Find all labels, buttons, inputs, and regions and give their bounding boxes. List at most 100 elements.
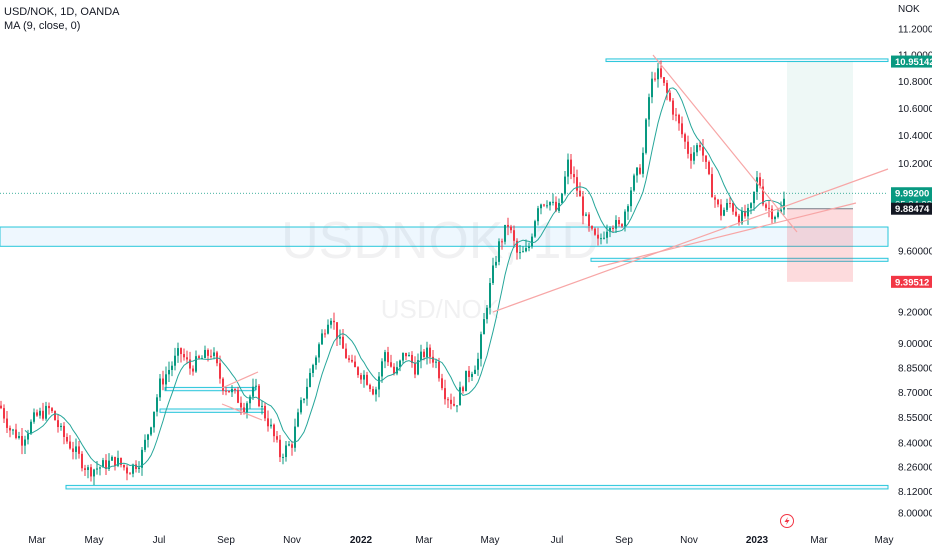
candle-body <box>423 351 425 357</box>
candle-body <box>774 216 776 220</box>
candle-body <box>528 246 530 249</box>
time-axis[interactable]: Mar May Jul Sep Nov 2022 Mar May Jul Sep Nov 2023 Ma… <box>28 535 893 546</box>
candle-body <box>333 320 335 323</box>
candle-body <box>291 444 293 448</box>
candle-body <box>69 441 71 449</box>
candle-body <box>252 386 254 397</box>
candle-body <box>741 210 743 224</box>
candle-body <box>84 468 86 471</box>
price-tick-label: 10.60000 <box>898 104 932 115</box>
price-zone <box>65 484 889 490</box>
candle-body <box>537 208 539 222</box>
candle-body <box>156 397 158 412</box>
candle-body <box>591 226 593 229</box>
watermark-sub: USD/NOK <box>381 294 500 324</box>
candle-body <box>276 436 278 440</box>
candle-body <box>246 403 248 413</box>
candle-body <box>105 460 107 469</box>
candle-body <box>561 193 563 204</box>
candle-body <box>672 100 674 115</box>
candle-body <box>429 347 431 357</box>
time-tick-label: Jul <box>153 535 166 546</box>
candle-body <box>384 352 386 362</box>
candle-body <box>531 236 533 247</box>
candle-body <box>567 159 569 177</box>
price-tick-label: 10.80000 <box>898 77 932 88</box>
candle-body <box>228 390 230 393</box>
time-tick-label: Nov <box>283 535 301 546</box>
candle-body <box>111 456 113 461</box>
candle-body <box>201 357 203 359</box>
candle-body <box>450 399 452 404</box>
candle-body <box>132 464 134 474</box>
candle-body <box>264 405 266 419</box>
candle-body <box>693 152 695 161</box>
candle-body <box>309 372 311 387</box>
candle-body <box>285 445 287 458</box>
lower-trendline <box>597 202 857 268</box>
candle-body <box>3 408 5 419</box>
candle-body <box>258 385 260 407</box>
candle-body <box>609 228 611 232</box>
candle-body <box>45 405 47 419</box>
candle-body <box>165 374 167 385</box>
candle-body <box>114 456 116 466</box>
price-tick-label: 8.40000 <box>898 438 932 449</box>
flag-lower-line <box>221 403 263 421</box>
candle-body <box>339 336 341 339</box>
time-tick-label: Mar <box>28 535 46 546</box>
time-tick-label: 2023 <box>746 535 769 546</box>
candle-body <box>57 420 59 428</box>
support-resistance-zones[interactable] <box>0 58 889 490</box>
indicator-line[interactable]: MA (9, close, 0) <box>4 20 81 32</box>
lightning-icon[interactable] <box>780 514 794 528</box>
candle-body <box>648 97 650 120</box>
price-zone <box>605 58 889 63</box>
price-tag-bg <box>891 55 932 68</box>
chart-legend: USD/NOK, 1D, OANDA MA (9, close, 0) <box>4 5 120 33</box>
candle-body <box>78 446 80 454</box>
candle-body <box>411 354 413 363</box>
candle-body <box>168 369 170 375</box>
candle-body <box>432 356 434 363</box>
candle-body <box>654 78 656 80</box>
candle-body <box>474 369 476 374</box>
candle-body <box>612 228 614 230</box>
candle-body <box>273 424 275 437</box>
candle-body <box>696 145 698 153</box>
candle-body <box>681 123 683 135</box>
candle-body <box>663 77 665 83</box>
candle-body <box>402 352 404 361</box>
candle-body <box>495 261 497 266</box>
candle-body <box>321 333 323 345</box>
candle-body <box>150 427 152 435</box>
candle-body <box>660 68 662 78</box>
candle-body <box>717 199 719 205</box>
candle-body <box>0 405 2 409</box>
price-tag-bg <box>891 275 932 288</box>
candle-body <box>342 336 344 349</box>
candle-body <box>186 357 188 360</box>
candle-body <box>366 374 368 385</box>
candle-body <box>270 424 272 427</box>
price-axis[interactable]: NOK 11.2000011.0000010.8000010.6000010.4… <box>898 4 932 520</box>
candle-body <box>192 368 194 372</box>
candle-body <box>72 448 74 452</box>
candle-body <box>123 464 125 468</box>
symbol-line[interactable]: USD/NOK, 1D, OANDA <box>4 6 120 18</box>
candle-body <box>426 347 428 357</box>
candle-body <box>153 411 155 428</box>
candle-body <box>768 207 770 209</box>
candle-body <box>714 197 716 200</box>
candle-body <box>171 365 173 370</box>
candle-body <box>507 224 509 227</box>
candle-body <box>318 344 320 358</box>
candle-body <box>543 204 545 206</box>
candle-body <box>618 220 620 225</box>
candle-body <box>354 361 356 368</box>
long-position-tool[interactable] <box>787 61 853 282</box>
candle-body <box>372 389 374 395</box>
candle-body <box>420 351 422 361</box>
candle-body <box>525 248 527 252</box>
